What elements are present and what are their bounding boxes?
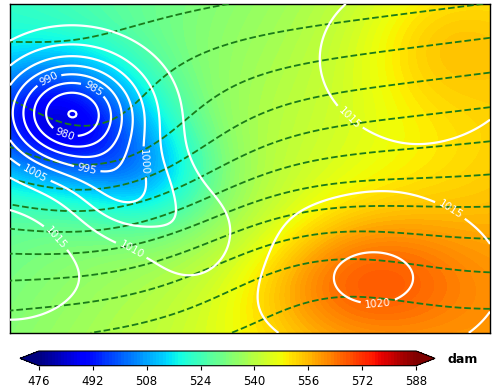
PathPatch shape [416,351,435,366]
Text: 1015: 1015 [44,224,68,251]
Text: 985: 985 [82,79,104,98]
Text: 995: 995 [76,162,98,176]
Text: 1010: 1010 [118,239,146,260]
Text: 1000: 1000 [138,149,150,175]
PathPatch shape [20,351,39,366]
Text: 980: 980 [54,126,76,142]
Text: 1005: 1005 [21,163,49,185]
Text: 1015: 1015 [436,199,464,221]
Text: dam: dam [448,353,478,366]
Text: 1020: 1020 [364,297,392,310]
Text: 990: 990 [38,70,60,88]
Text: 1015: 1015 [336,105,362,130]
